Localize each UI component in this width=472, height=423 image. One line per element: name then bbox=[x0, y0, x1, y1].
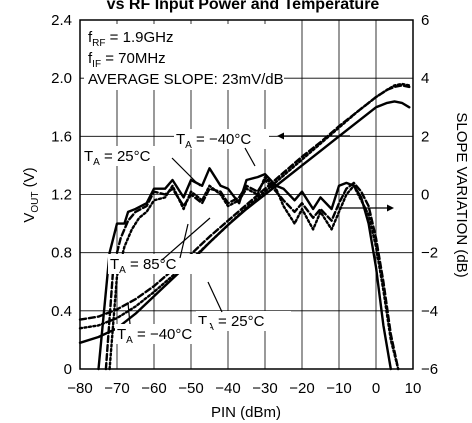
info-line: fIF = 70MHz bbox=[88, 50, 166, 70]
y2-tick-label: 4 bbox=[421, 70, 429, 87]
x-tick-label: −20 bbox=[289, 380, 314, 397]
annotation-label: TA = −40°C bbox=[176, 131, 251, 151]
info-line: fRF = 1.9GHz bbox=[88, 29, 173, 49]
annotation-bg bbox=[115, 324, 210, 344]
leader-line bbox=[207, 281, 223, 313]
arrows bbox=[127, 132, 394, 325]
y-axis-title: VOUT (V) bbox=[21, 167, 41, 222]
x-tick-label: −10 bbox=[326, 380, 351, 397]
y2-tick-label: −6 bbox=[421, 361, 438, 378]
y2-tick-label: 2 bbox=[421, 128, 429, 145]
info-line: AVERAGE SLOPE: 23mV/dB bbox=[88, 71, 284, 88]
annotation-label: TA = 85°C bbox=[110, 256, 177, 276]
y-tick-label: 1.6 bbox=[51, 128, 72, 145]
y-tick-label: 0 bbox=[64, 361, 72, 378]
y-tick-label: 2.4 bbox=[51, 12, 72, 29]
y-tick-label: 0.8 bbox=[51, 245, 72, 262]
y-tick-label: 2.0 bbox=[51, 70, 72, 87]
y2-tick-label: −2 bbox=[421, 245, 438, 262]
leader-line bbox=[171, 157, 201, 187]
x-axis-title: PIN (dBm) bbox=[211, 404, 281, 421]
annotation-bg bbox=[196, 311, 291, 331]
annotation-label: TA = −40°C bbox=[117, 326, 192, 346]
x-tick-label: 0 bbox=[372, 380, 380, 397]
x-tick-label: −50 bbox=[178, 380, 203, 397]
y2-tick-label: 0 bbox=[421, 187, 429, 204]
series-line-4 bbox=[97, 167, 392, 371]
x-tick-label: 10 bbox=[405, 380, 422, 397]
y2-axis-title: SLOPE VARIATION (dB) bbox=[453, 112, 470, 277]
x-tick-label: −60 bbox=[141, 380, 166, 397]
annotation-bg bbox=[108, 254, 203, 274]
series-line-3 bbox=[78, 82, 411, 330]
x-tick-label: −40 bbox=[215, 380, 240, 397]
plot-frame bbox=[79, 19, 414, 370]
x-tick-label: −80 bbox=[67, 380, 92, 397]
y2-tick-label: 6 bbox=[421, 12, 429, 29]
leader-line bbox=[127, 302, 131, 325]
tick-labels: −80 −70 −60 −50 −40 −30 −20 −10 0 1000.40.81.21.6… bbox=[51, 12, 438, 397]
arrow-head bbox=[277, 132, 284, 140]
annotation-bg bbox=[174, 129, 269, 149]
series-line-1 bbox=[78, 100, 411, 344]
info-background bbox=[84, 24, 284, 90]
series-group bbox=[78, 82, 411, 371]
annotation-bg bbox=[82, 146, 177, 166]
y2-tick-label: −4 bbox=[421, 303, 438, 320]
annotations: TA = 25°C TA = −40°C TA = 85°C TA = 25°C TA … bbox=[82, 129, 291, 346]
x-tick-label: −30 bbox=[252, 380, 277, 397]
series-line-5 bbox=[104, 178, 400, 371]
y-tick-label: 1.2 bbox=[51, 187, 72, 204]
chart-title: vs RF Input Power and Temperature bbox=[107, 0, 380, 13]
annotation-label: TA = 25°C bbox=[198, 313, 265, 333]
x-tick-label: −70 bbox=[104, 380, 129, 397]
leader-line bbox=[244, 147, 256, 167]
y-tick-label: 0.4 bbox=[51, 303, 72, 320]
series-line-6 bbox=[108, 175, 400, 371]
annotation-label: TA = 25°C bbox=[84, 148, 151, 168]
arrow-head bbox=[387, 204, 394, 212]
leader-line bbox=[161, 217, 211, 261]
